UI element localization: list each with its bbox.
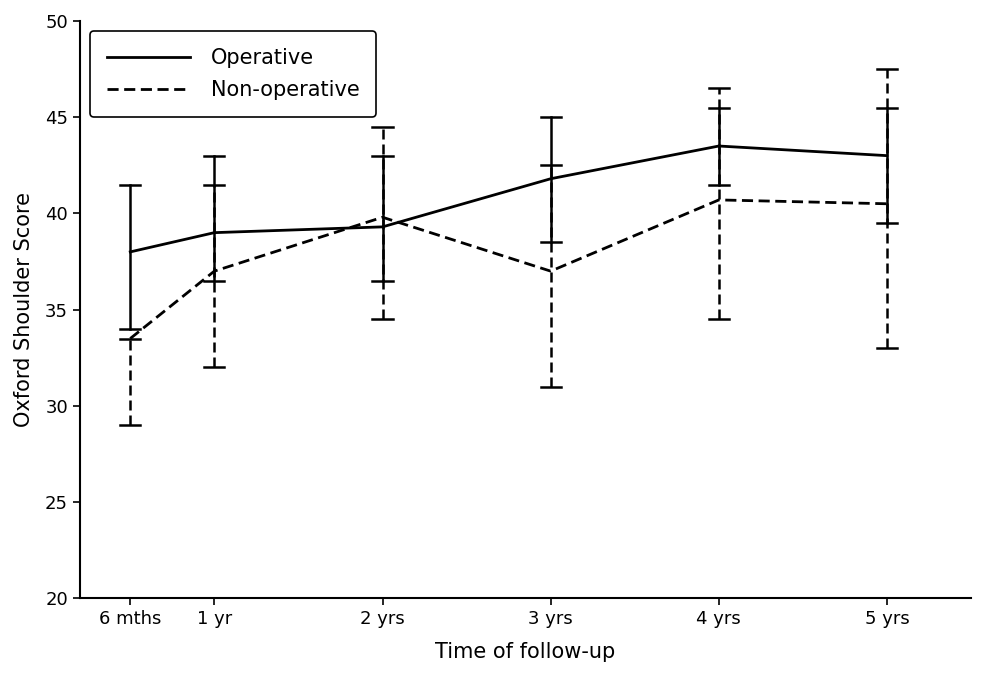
Legend: Operative, Non-operative: Operative, Non-operative xyxy=(91,31,376,117)
Y-axis label: Oxford Shoulder Score: Oxford Shoulder Score xyxy=(14,192,33,427)
X-axis label: Time of follow-up: Time of follow-up xyxy=(435,642,616,662)
